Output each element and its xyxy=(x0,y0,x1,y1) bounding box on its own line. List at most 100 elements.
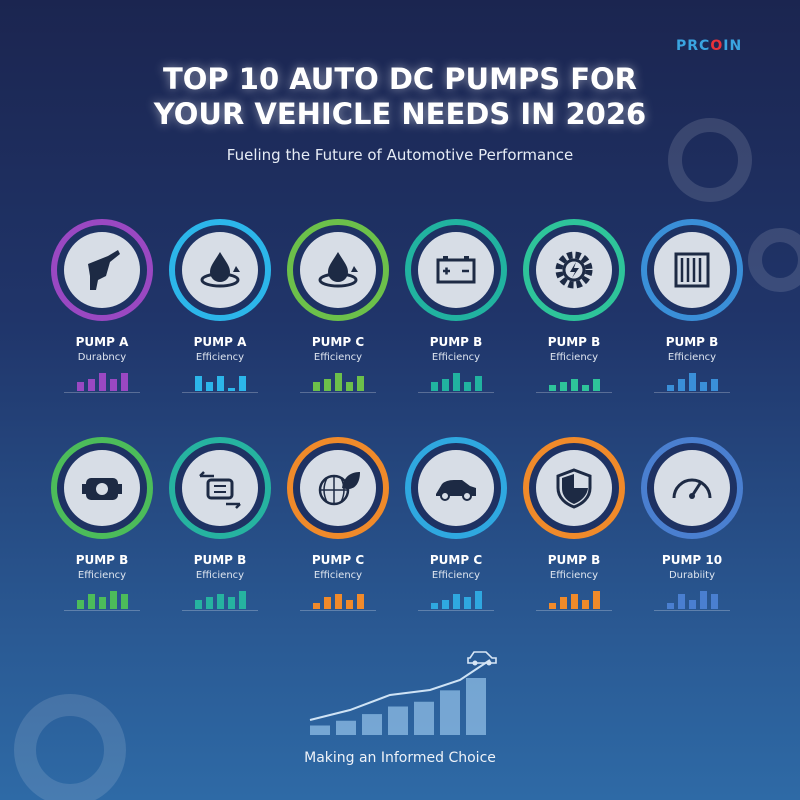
chart-axis xyxy=(654,392,730,393)
rating-bar xyxy=(559,382,567,391)
rating-bar xyxy=(356,376,364,391)
rating-bar xyxy=(452,594,460,609)
pump-card[interactable]: PUMP A Efficiency xyxy=(161,219,279,393)
pump-card[interactable]: PUMP B Efficiency xyxy=(43,437,161,611)
oil-drop-cycle-icon xyxy=(200,252,240,288)
shield-icon xyxy=(556,468,592,509)
pump-card[interactable]: PUMP B Efficiency xyxy=(515,437,633,611)
rating-bars xyxy=(397,591,515,609)
pump-name: PUMP B xyxy=(547,553,601,567)
rating-bar xyxy=(581,385,589,391)
pump-name: PUMP B xyxy=(547,335,601,349)
icon-ring xyxy=(169,219,271,321)
rating-bar xyxy=(699,591,707,609)
brand-logo: PRCOIN xyxy=(676,38,743,54)
pump-card[interactable]: PUMP 10 Durabiity xyxy=(633,437,751,611)
rating-bar xyxy=(677,594,685,609)
rating-bar xyxy=(548,603,556,609)
pump-card[interactable]: PUMP A Durabncy xyxy=(43,219,161,393)
chart-axis xyxy=(654,610,730,611)
growth-bar xyxy=(336,720,356,735)
rating-bars xyxy=(515,591,633,609)
rating-bar xyxy=(76,382,84,391)
footer-caption: Making an Informed Choice xyxy=(304,750,496,766)
icon-ring xyxy=(51,437,153,539)
rating-bar xyxy=(430,382,438,391)
rating-bar xyxy=(205,597,213,609)
rating-bar xyxy=(710,594,718,609)
rating-bar xyxy=(441,379,449,391)
rating-bar xyxy=(688,373,696,391)
engine-icon xyxy=(82,478,122,500)
growth-bar xyxy=(414,701,434,735)
growth-bar xyxy=(362,714,382,735)
pump-card[interactable]: PUMP C Efficiency xyxy=(279,219,397,393)
rating-bar xyxy=(463,597,471,609)
chart-axis xyxy=(536,610,612,611)
pump-name: PUMP A xyxy=(193,335,247,349)
rating-bar xyxy=(120,373,128,391)
growth-bar xyxy=(466,678,486,735)
rating-bar xyxy=(205,382,213,391)
pump-metric: Efficiency xyxy=(431,570,481,581)
pump-metric: Efficiency xyxy=(77,570,127,581)
rating-bar xyxy=(463,382,471,391)
rating-bars xyxy=(43,591,161,609)
rating-bar xyxy=(441,600,449,609)
icon-ring xyxy=(405,437,507,539)
pump-card[interactable]: PUMP B Efficiency xyxy=(397,219,515,393)
rating-bar xyxy=(592,591,600,609)
pump-name: PUMP 10 xyxy=(661,553,723,567)
rating-bar xyxy=(345,600,353,609)
rating-bar xyxy=(581,600,589,609)
pump-metric: Efficiency xyxy=(549,352,599,363)
rating-bar xyxy=(312,382,320,391)
rating-bar xyxy=(592,379,600,391)
icon-ring xyxy=(523,437,625,539)
rating-bars xyxy=(279,373,397,391)
rating-bars xyxy=(633,373,751,391)
rating-bar xyxy=(216,376,224,391)
rating-bar xyxy=(323,379,331,391)
pump-card[interactable]: PUMP B Efficiency xyxy=(161,437,279,611)
rating-bar xyxy=(666,385,674,391)
pump-metric: Efficiency xyxy=(549,570,599,581)
pump-card[interactable]: PUMP B Efficiency xyxy=(515,219,633,393)
pump-metric: Durabncy xyxy=(77,352,127,363)
rating-bar xyxy=(666,603,674,609)
icon-ring xyxy=(641,219,743,321)
rating-bar xyxy=(323,597,331,609)
gear-bolt-icon xyxy=(555,251,593,289)
rating-bar xyxy=(570,379,578,391)
rating-bar xyxy=(120,594,128,609)
rating-bars xyxy=(161,373,279,391)
chart-axis xyxy=(182,610,258,611)
rating-bar xyxy=(194,376,202,391)
rating-bar xyxy=(688,600,696,609)
pump-name: PUMP B xyxy=(665,335,719,349)
rating-bar xyxy=(194,600,202,609)
growth-trend-line xyxy=(309,659,491,721)
chart-axis xyxy=(536,392,612,393)
rating-bar xyxy=(677,379,685,391)
speedometer-icon xyxy=(672,478,712,499)
rating-bar xyxy=(356,594,364,609)
rating-bars xyxy=(161,591,279,609)
icon-ring xyxy=(641,437,743,539)
pump-name: PUMP C xyxy=(429,553,483,567)
rating-bars xyxy=(633,591,751,609)
rating-bar xyxy=(334,373,342,391)
chart-axis xyxy=(300,392,376,393)
pump-card[interactable]: PUMP C Efficiency xyxy=(279,437,397,611)
page-title: TOP 10 AUTO DC PUMPS FOR YOUR VEHICLE NEE… xyxy=(153,62,647,131)
pump-name: PUMP B xyxy=(193,553,247,567)
pump-card[interactable]: PUMP C Efficiency xyxy=(397,437,515,611)
pump-card[interactable]: PUMP B Efficiency xyxy=(633,219,751,393)
rating-bar xyxy=(312,603,320,609)
chart-axis xyxy=(64,610,140,611)
rating-bar xyxy=(238,591,246,609)
growth-bar xyxy=(388,706,408,735)
rating-bar xyxy=(452,373,460,391)
icon-ring xyxy=(287,437,389,539)
rating-bar xyxy=(570,594,578,609)
